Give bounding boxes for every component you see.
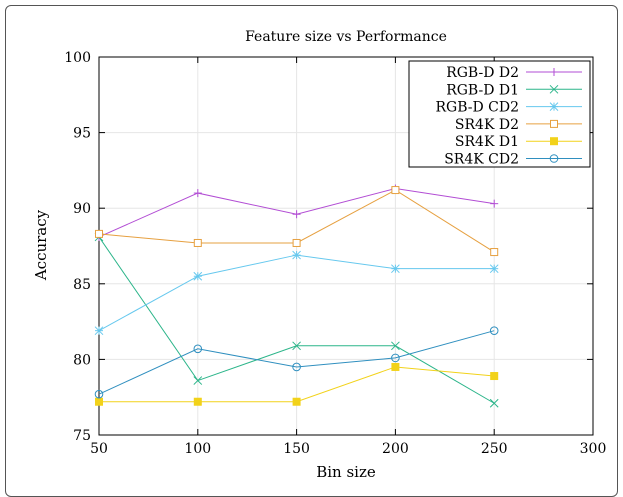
series-rgb-d-d1 [94, 232, 499, 408]
series-sr4k-d1 [95, 362, 499, 406]
data-point-marker [549, 102, 559, 111]
axes [98, 56, 594, 436]
data-point-marker [391, 362, 400, 371]
data-point-marker [550, 119, 558, 128]
data-point-marker [95, 397, 103, 406]
chart-title: Feature size vs Performance [245, 29, 447, 45]
data-point-marker [391, 186, 400, 195]
series-group [94, 184, 499, 408]
data-point-marker [549, 84, 559, 94]
x-tick-label: 150 [283, 441, 310, 457]
data-point-marker [549, 154, 559, 163]
legend-box [408, 60, 591, 168]
data-point-marker [391, 264, 400, 274]
legend-label: RGB-D D1 [446, 82, 519, 98]
data-point-marker [490, 248, 499, 257]
y-tick-label: 85 [73, 277, 91, 293]
x-tick-label: 300 [580, 441, 607, 457]
data-point-marker [489, 326, 499, 335]
y-axis-label: Accuracy [32, 209, 50, 281]
line-chart: Feature size vs Performance 50 100 150 200 2… [32, 29, 606, 480]
data-point-marker [292, 250, 301, 260]
legend-label: SR4K D2 [455, 117, 519, 133]
x-tick-label: 200 [382, 441, 409, 457]
series-sr4k-d2 [95, 186, 499, 257]
data-point-marker [391, 353, 400, 363]
series-line [98, 330, 495, 395]
data-point-marker [193, 271, 203, 281]
data-point-marker [292, 362, 301, 372]
data-point-marker [490, 372, 499, 381]
data-point-marker [490, 199, 499, 208]
legend-label: SR4K CD2 [444, 152, 519, 168]
x-tick-label: 250 [481, 441, 508, 457]
legend-label: RGB-D CD2 [435, 100, 519, 116]
data-point-marker [94, 389, 104, 399]
legend-label: RGB-D D2 [446, 65, 519, 81]
data-point-marker [292, 238, 301, 247]
data-point-marker [292, 210, 301, 219]
x-tick-label: 100 [184, 441, 211, 457]
y-tick-label: 100 [64, 50, 91, 66]
y-tick-label: 75 [73, 428, 91, 444]
data-point-marker [391, 341, 400, 351]
series-sr4k-cd2 [94, 326, 499, 399]
data-point-marker [489, 398, 499, 408]
data-point-marker [489, 264, 499, 274]
data-point-marker [95, 229, 103, 238]
x-tick-label: 50 [90, 441, 108, 457]
y-tick-label: 95 [73, 126, 91, 142]
data-point-marker [193, 397, 202, 406]
data-point-marker [193, 344, 203, 354]
data-point-marker [94, 326, 104, 336]
plot-border [98, 56, 594, 436]
data-point-marker [550, 137, 558, 146]
y-tick-label: 90 [73, 201, 91, 217]
data-point-marker [193, 238, 202, 247]
data-point-marker [193, 376, 203, 385]
series-rgb-d-cd2 [94, 250, 499, 336]
legend-label: SR4K D1 [455, 134, 519, 150]
data-point-marker [292, 397, 301, 406]
data-point-marker [550, 68, 558, 76]
x-axis-label: Bin size [316, 463, 376, 480]
tick-labels: 50 100 150 200 250 300 75 80 85 90 95 100 [64, 50, 606, 457]
data-point-marker [292, 341, 301, 351]
data-point-marker [193, 189, 202, 198]
y-tick-label: 80 [73, 352, 91, 368]
